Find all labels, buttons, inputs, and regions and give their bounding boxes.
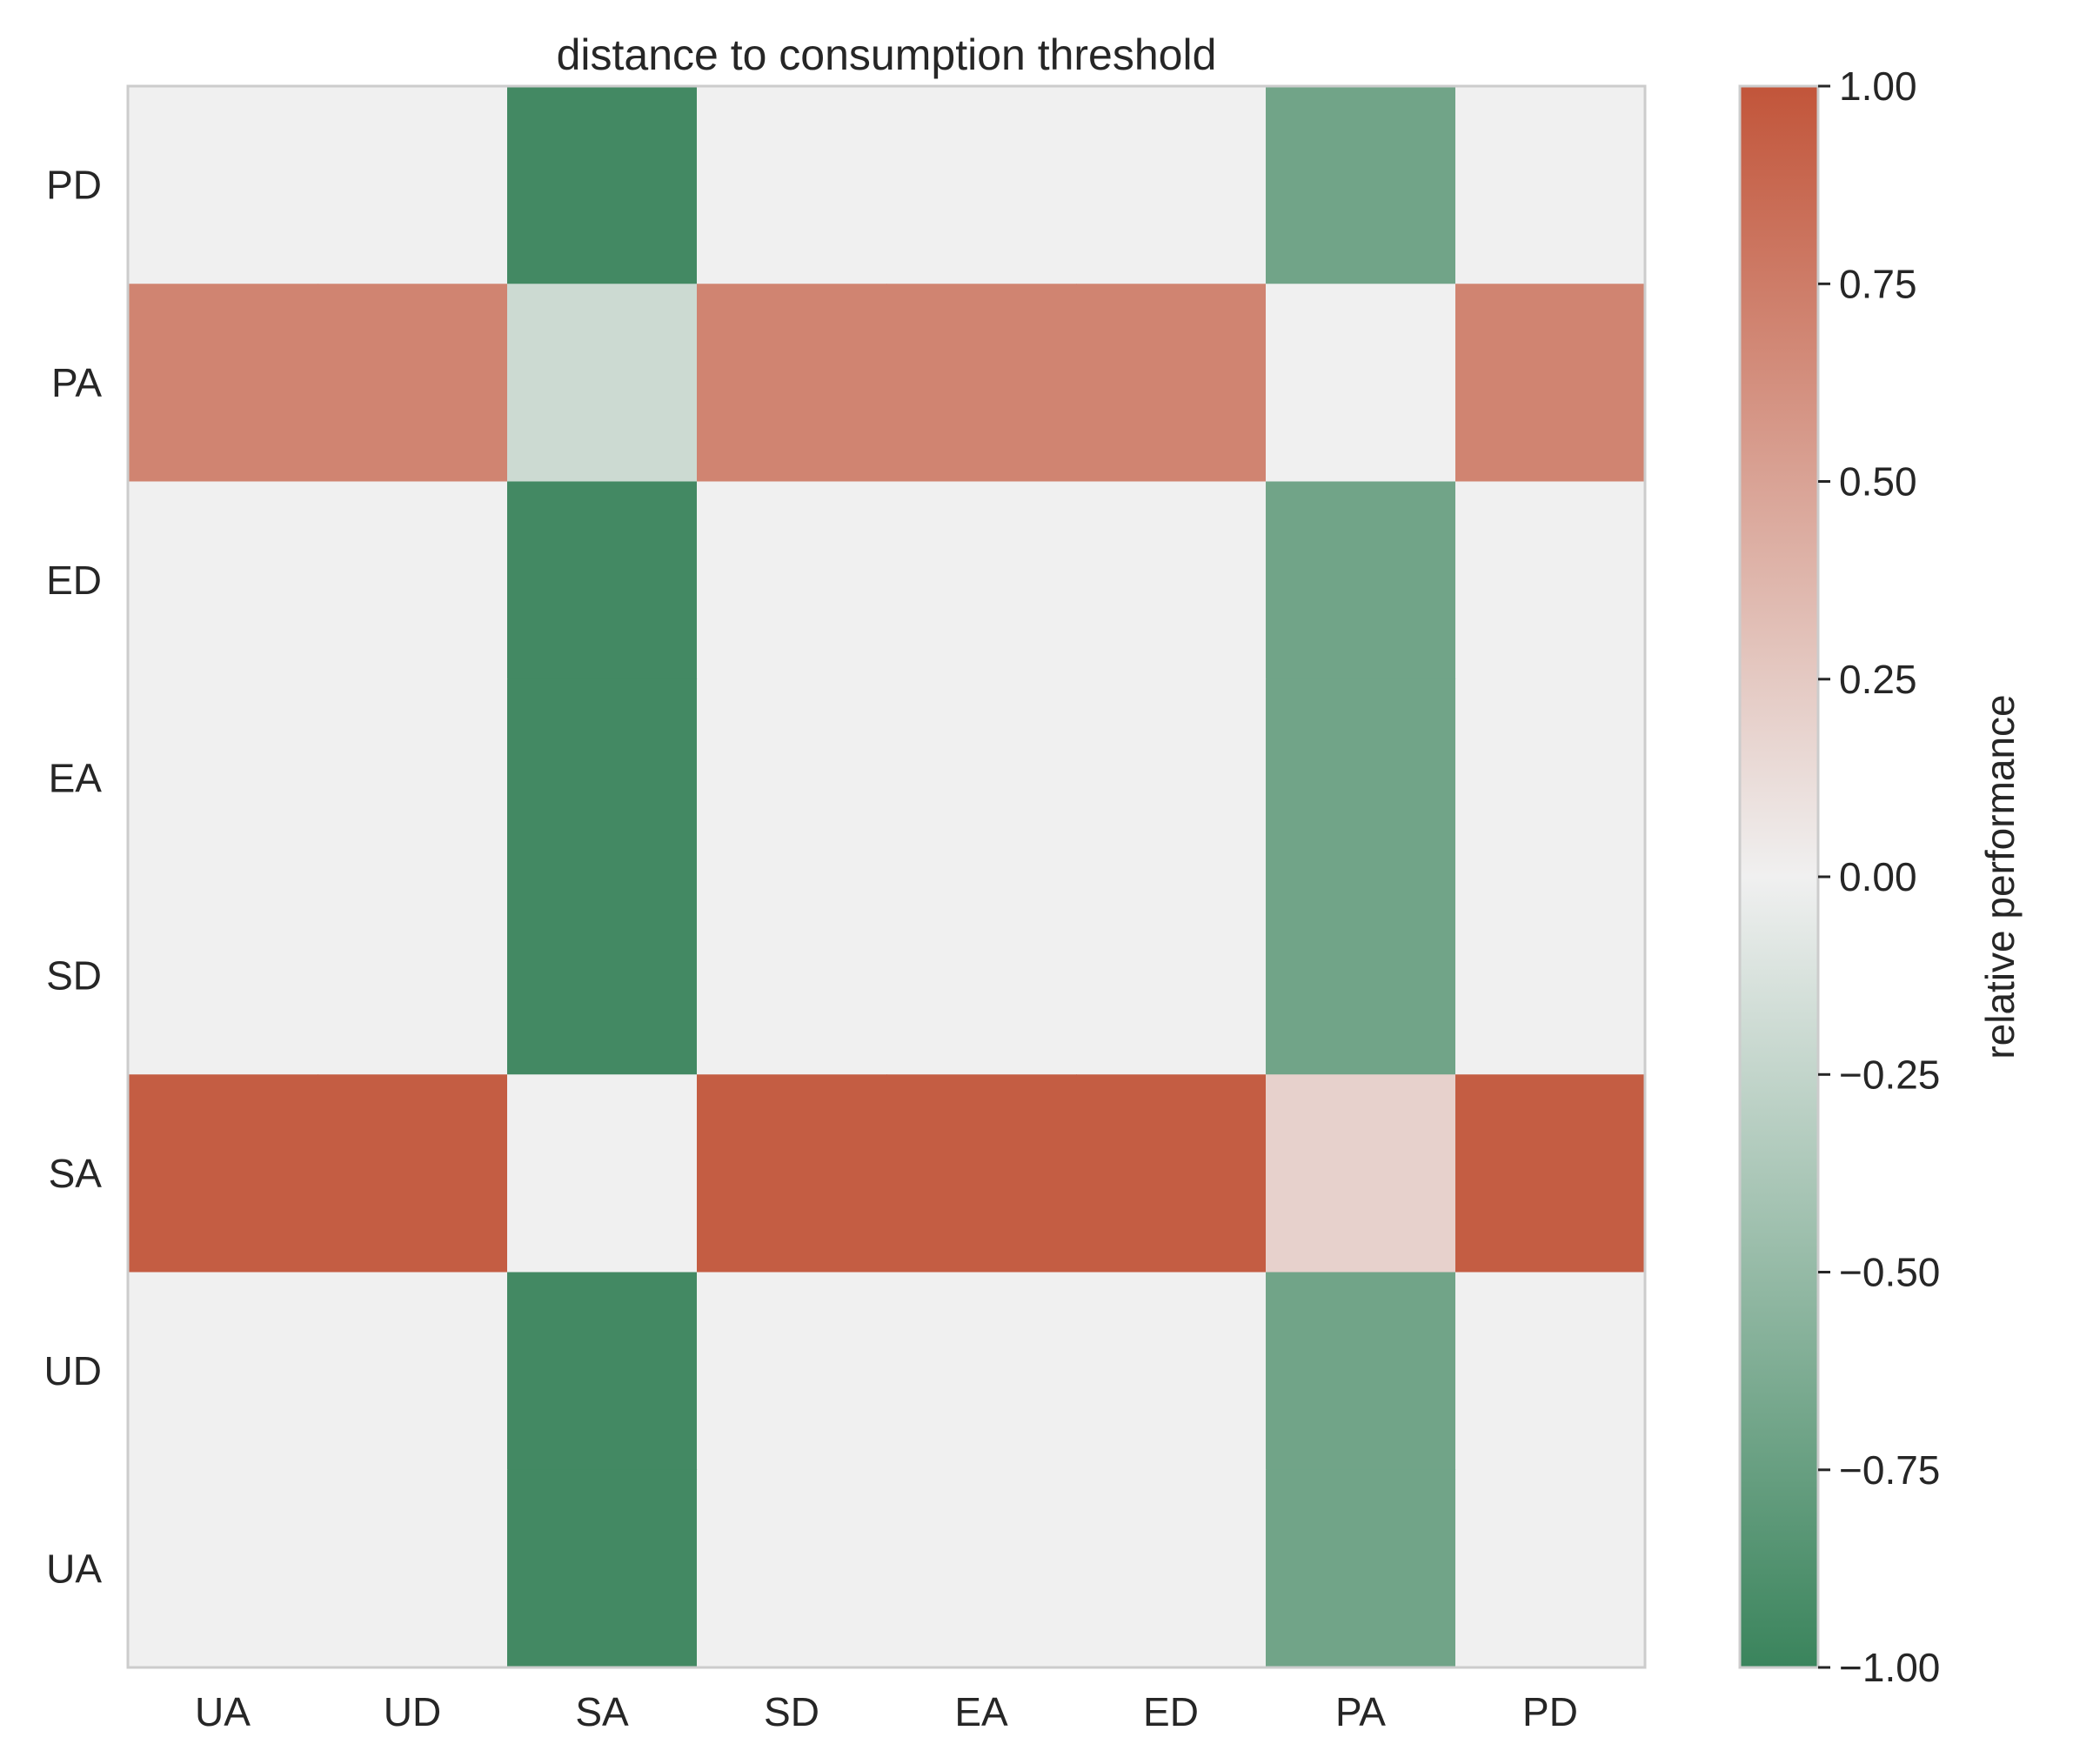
- heatmap-cell: [886, 284, 1077, 483]
- heatmap-cell: [318, 678, 508, 878]
- colorbar-tick-label: −0.50: [1839, 1250, 1940, 1295]
- colorbar-tick-label: 0.50: [1839, 459, 1917, 504]
- heatmap-cell: [1266, 481, 1456, 680]
- heatmap-cell: [1455, 481, 1646, 680]
- x-axis-tick-labels: UA UD SA SD EA ED PA PD: [195, 1689, 1578, 1734]
- heatmap-cell: [507, 284, 698, 483]
- plot-frame: [126, 84, 1647, 1669]
- heatmap-cell: [886, 877, 1077, 1075]
- heatmap-cell: [697, 86, 887, 284]
- heatmap-cell: [697, 678, 887, 878]
- heatmap-cell: [507, 1272, 698, 1471]
- heatmap-cell: [128, 1074, 318, 1273]
- heatmap-cell: [1076, 1272, 1267, 1471]
- heatmap-cell: [1455, 1074, 1646, 1273]
- heatmap-cell: [697, 284, 887, 483]
- heatmap-cell: [318, 481, 508, 680]
- heatmap-cell: [507, 481, 698, 680]
- heatmap-cell: [697, 1074, 887, 1273]
- y-tick-label: UD: [44, 1348, 102, 1393]
- heatmap-cell: [886, 1469, 1077, 1668]
- heatmap-cell: [1266, 284, 1456, 483]
- heatmap-cell: [1455, 1272, 1646, 1471]
- x-tick-label: UD: [384, 1689, 441, 1734]
- heatmap-cell: [128, 877, 318, 1075]
- heatmap-cell: [1076, 1074, 1267, 1273]
- heatmap-cell: [697, 877, 887, 1075]
- heatmap-cell: [1455, 284, 1646, 483]
- heatmap-cell: [128, 678, 318, 878]
- x-tick-label: PD: [1522, 1689, 1578, 1734]
- heatmap-cell: [886, 1074, 1077, 1273]
- heatmap-cell: [128, 284, 318, 483]
- y-tick-label: SD: [46, 953, 102, 999]
- heatmap-cell: [697, 1469, 887, 1668]
- heatmap-cell: [886, 1272, 1077, 1471]
- heatmap-cell: [318, 86, 508, 284]
- heatmap-cell: [507, 678, 698, 878]
- heatmap-cell: [1266, 1469, 1456, 1668]
- heatmap-cell: [507, 86, 698, 284]
- chart-title: distance to consumption threshold: [557, 30, 1217, 79]
- x-tick-label: SA: [575, 1689, 629, 1734]
- colorbar-tick-label: −1.00: [1839, 1645, 1940, 1690]
- heatmap-cell: [886, 678, 1077, 878]
- heatmap-cell: [1455, 1469, 1646, 1668]
- heatmap-cells: [128, 86, 1646, 1668]
- y-tick-label: ED: [46, 558, 102, 603]
- colorbar-tick-label: −0.75: [1839, 1447, 1940, 1493]
- x-tick-label: PA: [1335, 1689, 1386, 1734]
- heatmap-cell: [1455, 678, 1646, 878]
- heatmap-cell: [1076, 481, 1267, 680]
- heatmap-cell: [1266, 678, 1456, 878]
- heatmap-cell: [1076, 678, 1267, 878]
- heatmap-cell: [128, 1469, 318, 1668]
- y-tick-label: EA: [49, 755, 103, 800]
- heatmap-cell: [1076, 1469, 1267, 1668]
- heatmap-cell: [318, 1469, 508, 1668]
- heatmap-cell: [886, 86, 1077, 284]
- y-tick-label: PD: [46, 163, 102, 208]
- heatmap-cell: [128, 1272, 318, 1471]
- heatmap-cell: [1076, 284, 1267, 483]
- heatmap-cell: [318, 1074, 508, 1273]
- heatmap-cell: [697, 481, 887, 680]
- colorbar-label: relative performance: [1977, 694, 2023, 1059]
- y-tick-label: UA: [46, 1546, 102, 1591]
- y-tick-label: PA: [51, 360, 102, 405]
- colorbar-tick-label: 0.75: [1839, 261, 1917, 306]
- y-axis-tick-labels: PD PA ED EA SD SA UD UA: [44, 163, 103, 1592]
- x-tick-label: SD: [764, 1689, 819, 1734]
- heatmap-cell: [1455, 877, 1646, 1075]
- heatmap-cell: [1076, 877, 1267, 1075]
- heatmap-cell: [507, 877, 698, 1075]
- heatmap-cell: [507, 1469, 698, 1668]
- x-tick-label: EA: [954, 1689, 1008, 1734]
- heatmap-cell: [886, 481, 1077, 680]
- heatmap-cell: [318, 1272, 508, 1471]
- colorbar: [1738, 84, 1820, 1669]
- y-tick-label: SA: [49, 1151, 103, 1196]
- heatmap-cell: [1266, 86, 1456, 284]
- colorbar-tick-label: 0.25: [1839, 657, 1917, 702]
- heatmap-cell: [1266, 1272, 1456, 1471]
- colorbar-tick-label: 1.00: [1839, 63, 1917, 109]
- heatmap-cell: [1266, 1074, 1456, 1273]
- heatmap-cell: [697, 1272, 887, 1471]
- heatmap-cell: [1266, 877, 1456, 1075]
- heatmap-cell: [128, 481, 318, 680]
- colorbar-tick-label: −0.25: [1839, 1052, 1940, 1097]
- heatmap-cell: [1076, 86, 1267, 284]
- colorbar-tick-label: 0.00: [1839, 854, 1917, 899]
- heatmap-cell: [318, 284, 508, 483]
- heatmap-cell: [318, 877, 508, 1075]
- heatmap-cell: [507, 1074, 698, 1273]
- heatmap-cell: [128, 86, 318, 284]
- colorbar-ticks: 1.00 0.75 0.50 0.25 0.00 −0.25 −0.50 −0.75 −1.00: [1818, 63, 1940, 1690]
- x-tick-label: ED: [1143, 1689, 1199, 1734]
- heatmap-cell: [1455, 86, 1646, 284]
- x-tick-label: UA: [195, 1689, 251, 1734]
